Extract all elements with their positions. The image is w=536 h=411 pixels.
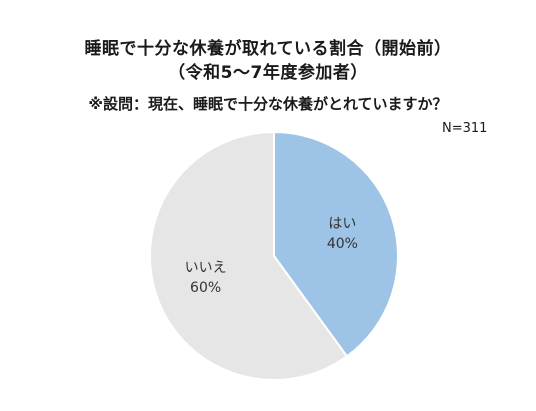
slice-value-label-1: 40% (327, 236, 358, 252)
slice-category-label-1: はい (328, 216, 356, 232)
sample-size-label: N=311 (442, 121, 488, 136)
slice-category-label-2: いいえ (185, 260, 227, 276)
chart-title-line1: 睡眠で十分な休養が取れている割合（開始前） (84, 39, 452, 59)
pie-slice-2 (149, 130, 349, 381)
slice-value-label-2: 60% (190, 280, 221, 296)
survey-question: ※設問：現在、睡眠で十分な休養がとれていますか？ (88, 95, 448, 113)
pie-slice-1 (273, 130, 399, 358)
chart-title-line2: （令和5～7年度参加者） (168, 63, 368, 83)
